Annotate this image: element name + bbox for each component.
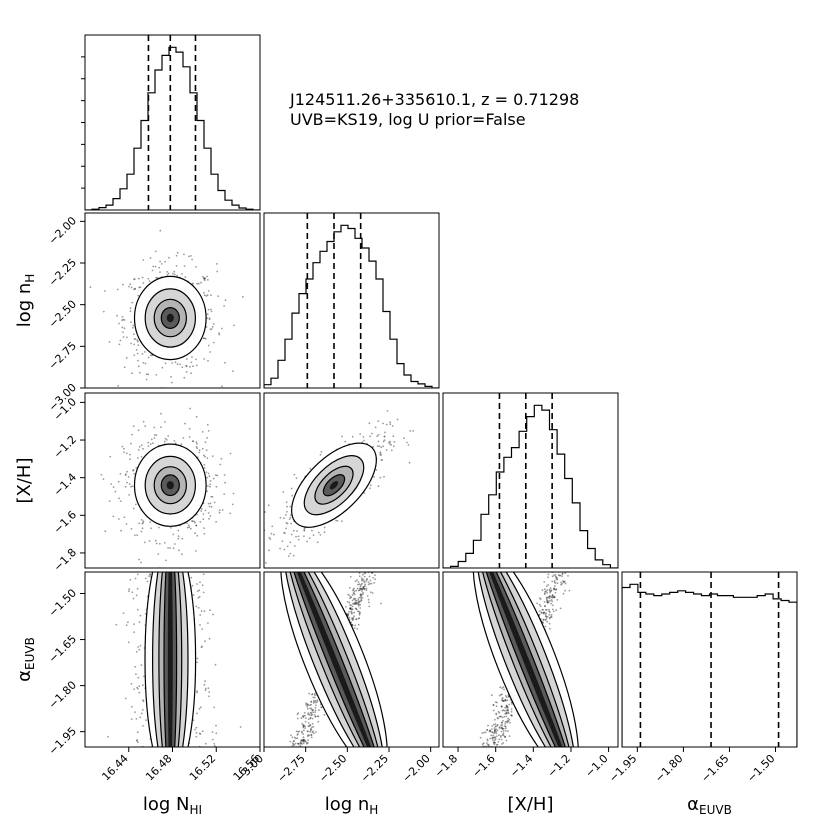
x-axis-label-log n_H: log nH [325,794,379,817]
panel-frame [442,571,619,748]
x-tick-label: −2.75 [275,752,308,785]
x-axis-label-log N_HI: log NHI [143,794,202,817]
y-tick-label: −1.50 [46,586,79,619]
scatter-panel-alpha_EUVB-vs-log n_H: −3.00 −2.75 −2.50 −2.25 −2.00 [233,571,440,785]
x-tick-label: 16.44 [99,752,130,783]
x-ticks-[X/H]: −1.8 −1.6 −1.4 −1.2 −1.0 [432,747,611,780]
x-ticks-alpha_EUVB: −1.95 −1.80 −1.65 −1.50 [606,747,778,785]
scatter-panel-log n_H-vs-log N_HI: −3.00−2.75−2.50−2.25−2.00 [46,212,261,414]
density-contour-4 [166,481,174,490]
x-tick-label: −1.6 [470,752,498,780]
y-tick-label: −2.25 [46,256,79,289]
histogram-steps [622,583,797,747]
panel-frame [442,392,619,569]
panel-frame [84,392,261,569]
y-tick-label: −1.6 [51,508,79,536]
density-contour-4 [167,572,173,747]
y-ticks-[X/H]: −1.8−1.6−1.4−1.2−1.0 [51,395,85,574]
panel-frame [263,571,440,748]
y-tick-label: −1.65 [46,632,79,665]
x-tick-label: −2.50 [316,752,349,785]
x-axis-label-alpha_EUVB: αEUVB [687,794,732,817]
histogram-steps [264,224,439,388]
x-tick-label: −1.4 [507,752,535,780]
panel-frame [263,392,440,569]
y-tick-label: −1.2 [51,433,79,461]
x-tick-label: −1.50 [745,752,778,785]
y-tick-label: −2.50 [46,298,79,331]
y-ticks-alpha_EUVB: −1.95 −1.80 −1.65 −1.50 [46,586,85,758]
panel-frame [621,571,798,748]
x-tick-label: 16.48 [143,752,174,783]
histogram-panel-log N_HI [81,34,261,211]
density-contour-4 [288,572,380,747]
histogram-panel-alpha_EUVB: −1.95 −1.80 −1.65 −1.50 [606,571,798,785]
scatter-panel-alpha_EUVB-vs-log N_HI: 16.44 16.48 16.52 16.56−1.95−1.80−1.65−1.50 [46,571,262,783]
x-axis-label-[X/H]: [X/H] [508,794,554,815]
y-tick-label: −1.95 [46,725,79,758]
x-tick-label: −2.00 [400,752,433,785]
y-tick-label: −2.00 [46,214,79,247]
scatter-panel-[X/H]-vs-log N_HI: −1.8−1.6−1.4−1.2−1.0 [51,392,261,574]
scatter-panel-alpha_EUVB-vs-[X/H]: −1.8 −1.6 −1.4 −1.2 −1.0 [432,571,619,780]
x-ticks-log n_H: −3.00 −2.75 −2.50 −2.25 −2.00 [233,747,433,785]
scatter-panel-[X/H]-vs-log n_H [263,392,440,569]
y-tick-label: −2.75 [46,339,79,372]
histogram-panel-[X/H] [442,392,619,569]
x-tick-label: −1.65 [699,752,732,785]
x-tick-label: −2.25 [358,752,391,785]
histogram-steps [85,46,260,210]
x-tick-label: −1.95 [606,752,639,785]
density-contour-4 [166,313,174,323]
y-tick-label: −1.80 [46,679,79,712]
histogram-panel-log n_H [263,212,440,389]
panel-frame [263,212,440,389]
panel-frame [84,212,261,389]
x-tick-label: 16.52 [187,752,218,783]
plot-annotation-line1: J124511.26+335610.1, z = 0.71298 [290,90,580,109]
y-ticks-log n_H: −3.00−2.75−2.50−2.25−2.00 [46,214,85,414]
x-tick-label: −1.8 [432,752,460,780]
y-axis-label-alpha_EUVB: αEUVB [14,637,37,682]
density-contour-4 [329,481,339,490]
y-axis-label-log n_H: log nH [14,274,37,328]
y-tick-label: −1.8 [51,546,79,574]
y-axis-label-[X/H]: [X/H] [14,458,35,504]
x-tick-label: −1.80 [652,752,685,785]
histogram-steps [443,404,618,568]
x-tick-label: −1.2 [545,752,573,780]
panel-frame [84,34,261,211]
plot-annotation-line2: UVB=KS19, log U prior=False [290,110,526,129]
density-contour-4 [480,572,571,747]
y-tick-label: −1.4 [51,471,79,499]
